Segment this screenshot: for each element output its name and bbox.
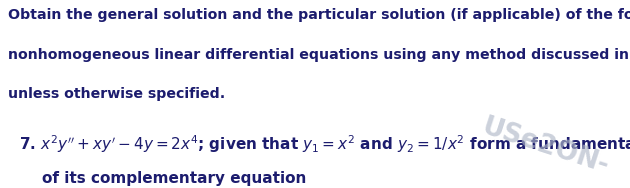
Text: of its complementary equation: of its complementary equation (42, 171, 306, 186)
Text: USe2ON-: USe2ON- (479, 114, 612, 179)
Text: Obtain the general solution and the particular solution (if applicable) of the f: Obtain the general solution and the part… (8, 8, 630, 22)
Text: nonhomogeneous linear differential equations using any method discussed in this : nonhomogeneous linear differential equat… (8, 48, 630, 62)
Text: unless otherwise specified.: unless otherwise specified. (8, 87, 225, 101)
Text: 7. $x^2y''+xy'-4y=2x^4$; given that $y_1=x^2$ and $y_2=1/x^2$ form a fundamental: 7. $x^2y''+xy'-4y=2x^4$; given that $y_1… (19, 133, 630, 155)
